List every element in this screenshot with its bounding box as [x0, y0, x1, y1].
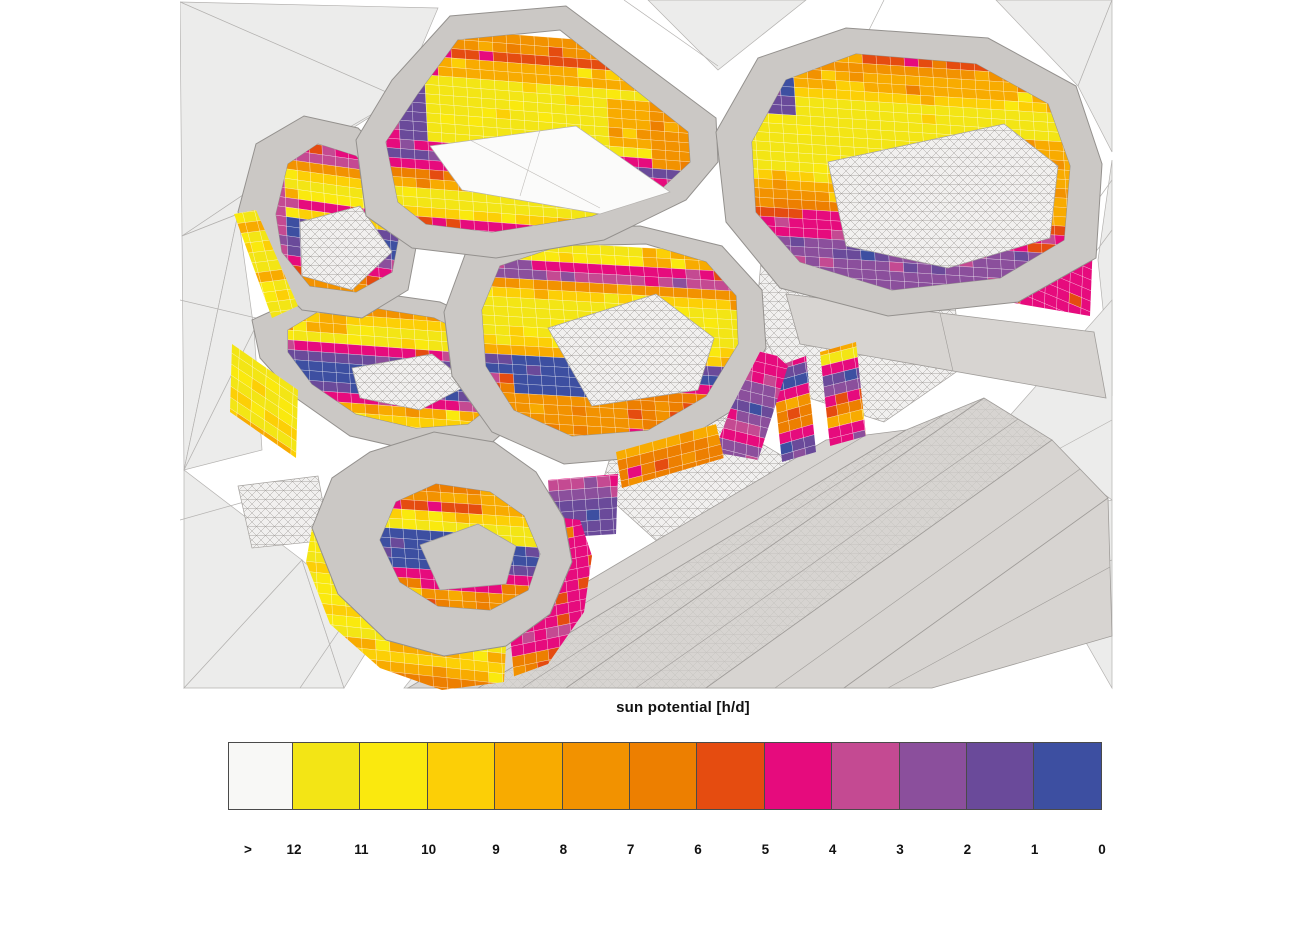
courtyard-floor-mesh [827, 123, 1059, 269]
legend-tick-label: 12 [286, 842, 302, 857]
legend-tick-label: 9 [492, 842, 500, 857]
legend-title: sun potential [h/d] [616, 699, 750, 716]
legend-tick-label: 1 [1030, 842, 1039, 857]
legend-cell [697, 742, 765, 810]
legend-cell [293, 742, 361, 810]
legend-cell [630, 742, 698, 810]
courtyard-floor-mesh [299, 205, 393, 291]
legend-cell [360, 742, 428, 810]
legend-tick-label: 4 [828, 842, 837, 857]
legend-cell [228, 742, 293, 810]
legend-tick-label: 0 [1098, 842, 1106, 857]
building-block-topcenter [355, 5, 719, 259]
legend-tick-label: 7 [626, 842, 635, 857]
legend-tick-label: 8 [559, 842, 568, 857]
legend-tick-label: 3 [896, 842, 904, 857]
legend-tick-greater-than: > [244, 842, 252, 857]
legend-cell [832, 742, 900, 810]
courtyard-floor-mesh [547, 293, 715, 407]
courtyard-floor [419, 523, 517, 591]
render-root [180, 0, 1113, 690]
courtyard-floor-mesh [351, 353, 471, 411]
courtyard-floor [429, 125, 671, 215]
legend-cell [967, 742, 1035, 810]
legend-tick-label: 5 [761, 842, 770, 857]
colorbar-tick-labels: >12 11 10 9 8 7 6 5 4 3 2 1 0 [0, 842, 1301, 862]
mesh-canopy [237, 475, 331, 549]
facade-wall-center-1 [772, 356, 816, 462]
legend-tick-label: 6 [694, 842, 702, 857]
legend-cell [495, 742, 563, 810]
legend-cell [764, 742, 833, 810]
legend-tick-label: 10 [421, 842, 437, 857]
building-block-topright [715, 27, 1103, 317]
legend-tick-label: 11 [354, 842, 369, 857]
legend-cell [899, 742, 968, 810]
colorbar [228, 742, 1102, 810]
legend-tick-label: 2 [963, 842, 972, 857]
legend-cell [1034, 742, 1102, 810]
legend-cell [562, 742, 631, 810]
legend-cell [427, 742, 496, 810]
